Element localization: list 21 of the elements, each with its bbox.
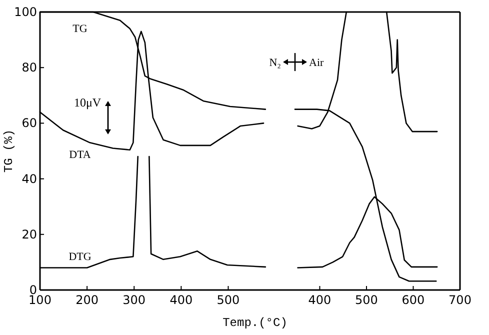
x-tick-label: 600 [402, 293, 425, 307]
series-label: TG [72, 23, 88, 35]
x-tick-label: 400 [170, 293, 193, 307]
y-tick-label: 100 [14, 5, 37, 19]
x-tick-label: 300 [122, 293, 146, 307]
x-axis-title: Temp.(°C) [222, 316, 288, 330]
annotation: N₂ [269, 57, 282, 70]
x-tick-label: 500 [216, 293, 240, 307]
x-tick-label: 200 [76, 293, 99, 307]
y-tick-label: 20 [22, 227, 37, 242]
y-tick-label: 40 [22, 172, 37, 186]
annotation: 10μV [74, 96, 102, 110]
series-label: DTA [69, 149, 91, 162]
y-tick-label: 60 [22, 116, 37, 130]
y-axis-title: TG (%) [2, 129, 16, 173]
x-tick-label: 400 [308, 293, 332, 307]
y-tick-label: 80 [22, 60, 37, 75]
annotation: Air [309, 57, 324, 70]
series-label: DTG [68, 250, 92, 263]
x-tick-label: 700 [448, 293, 472, 307]
x-tick-label: 500 [355, 293, 378, 307]
